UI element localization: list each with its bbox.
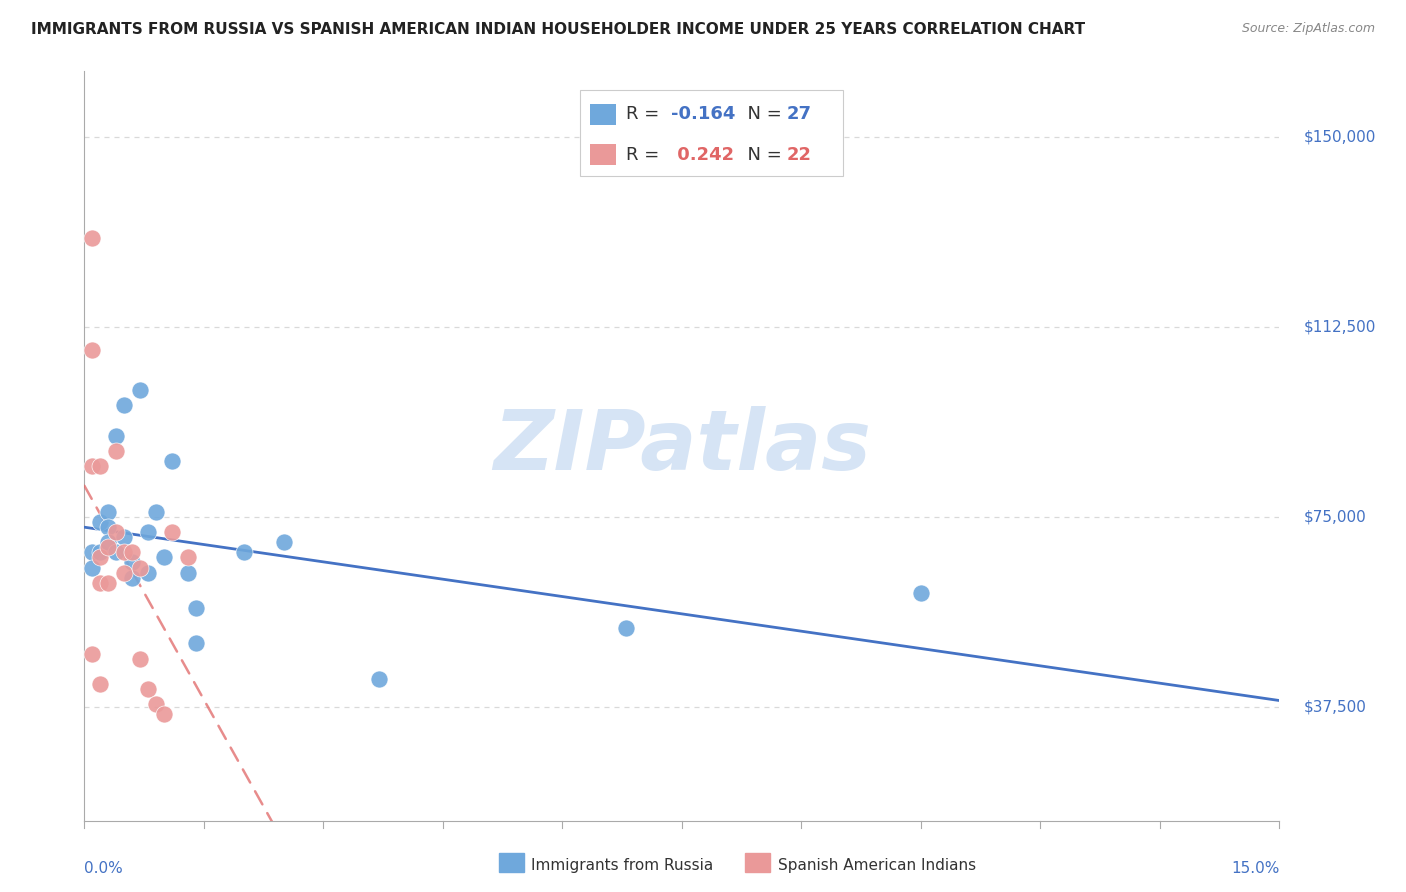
Point [136, 566, 159, 580]
Point [136, 681, 159, 696]
Point [112, 399, 135, 413]
Point [82, 560, 104, 574]
Point [105, 545, 128, 559]
FancyBboxPatch shape [591, 103, 616, 125]
Text: ZIPatlas: ZIPatlas [494, 406, 870, 486]
Text: Spanish American Indians: Spanish American Indians [778, 858, 976, 872]
Text: 27: 27 [787, 105, 813, 123]
Point [105, 524, 128, 539]
FancyBboxPatch shape [581, 90, 844, 177]
Point [97, 535, 120, 549]
Text: $150,000: $150,000 [1303, 129, 1375, 145]
Point [112, 566, 135, 580]
Text: Immigrants from Russia: Immigrants from Russia [531, 858, 714, 872]
Text: 22: 22 [787, 145, 813, 163]
Text: $75,000: $75,000 [1303, 509, 1367, 524]
Point [97, 505, 120, 519]
Point [121, 571, 143, 585]
Point [129, 560, 152, 574]
Point [82, 459, 104, 474]
Point [89, 515, 111, 529]
Point [232, 545, 254, 559]
Point [136, 524, 159, 539]
Point [153, 550, 176, 565]
Point [177, 550, 200, 565]
Text: $37,500: $37,500 [1303, 699, 1367, 714]
Point [112, 545, 135, 559]
Point [97, 520, 120, 534]
Text: R =: R = [626, 105, 665, 123]
FancyBboxPatch shape [591, 144, 616, 165]
Point [82, 231, 104, 245]
Point [145, 505, 167, 519]
Text: 0.0%: 0.0% [84, 861, 124, 876]
Point [82, 545, 104, 559]
Point [89, 459, 111, 474]
Point [160, 454, 183, 468]
Point [121, 556, 143, 570]
Point [89, 545, 111, 559]
Point [105, 429, 128, 443]
Point [160, 524, 183, 539]
Text: IMMIGRANTS FROM RUSSIA VS SPANISH AMERICAN INDIAN HOUSEHOLDER INCOME UNDER 25 YE: IMMIGRANTS FROM RUSSIA VS SPANISH AMERIC… [31, 22, 1085, 37]
Point [273, 535, 295, 549]
Text: -0.164: -0.164 [671, 105, 735, 123]
Point [112, 530, 135, 544]
Point [153, 707, 176, 722]
Point [89, 550, 111, 565]
Point [97, 575, 120, 590]
Point [82, 343, 104, 357]
Point [105, 444, 128, 458]
Point [89, 575, 111, 590]
Point [129, 384, 152, 398]
Point [121, 545, 143, 559]
Point [97, 541, 120, 555]
Text: 15.0%: 15.0% [1232, 861, 1279, 876]
Text: N =: N = [735, 105, 787, 123]
Point [82, 647, 104, 661]
Point [145, 697, 167, 711]
Text: N =: N = [735, 145, 787, 163]
Text: 0.242: 0.242 [671, 145, 734, 163]
Text: R =: R = [626, 145, 665, 163]
Point [368, 672, 391, 686]
Point [910, 586, 932, 600]
Text: Source: ZipAtlas.com: Source: ZipAtlas.com [1241, 22, 1375, 36]
Point [129, 651, 152, 665]
Point [89, 677, 111, 691]
Point [184, 601, 207, 615]
Point [614, 621, 637, 635]
Point [184, 636, 207, 650]
Text: $112,500: $112,500 [1303, 319, 1375, 334]
Point [177, 566, 200, 580]
